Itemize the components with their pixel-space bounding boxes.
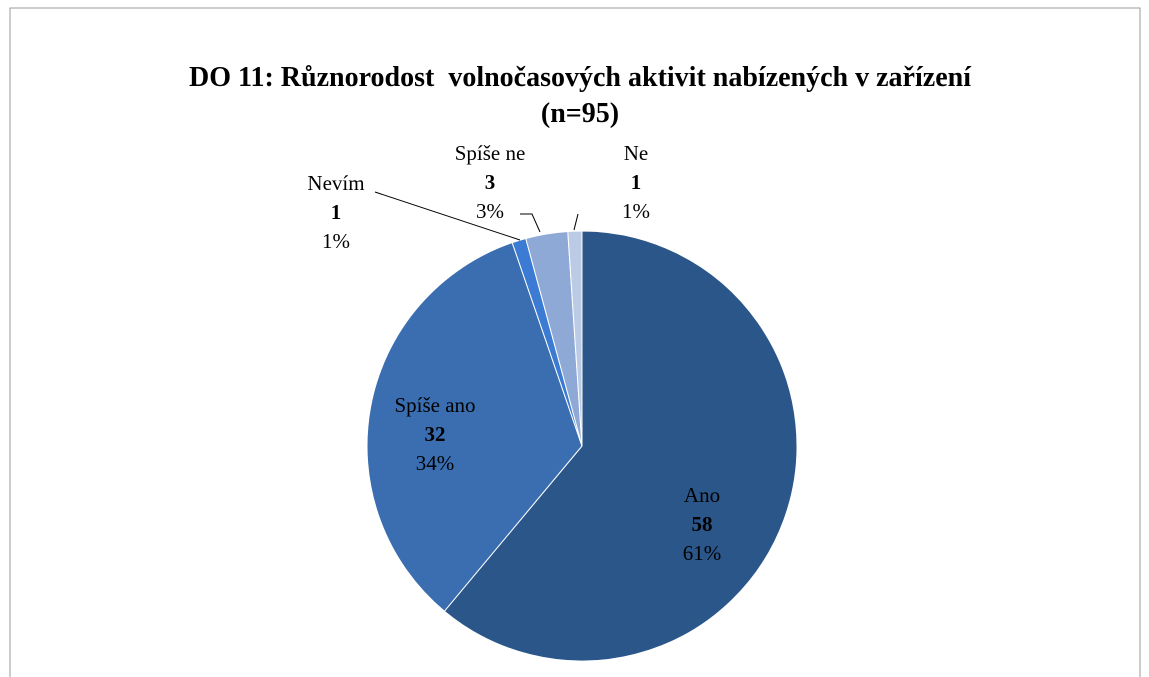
category-label: Spíše ne — [455, 141, 526, 165]
percent-label: 1% — [322, 229, 350, 253]
category-label: Spíše ano — [394, 393, 475, 417]
chart-frame — [9, 7, 1141, 677]
percent-label: 61% — [683, 541, 722, 565]
value-label: 1 — [631, 170, 642, 194]
category-label: Ano — [684, 483, 720, 507]
pie-slice — [567, 230, 583, 447]
value-label: 1 — [331, 200, 342, 224]
percent-label: 1% — [622, 199, 650, 223]
pie-slice — [443, 230, 798, 662]
percent-label: 34% — [416, 451, 455, 475]
leader-line — [374, 191, 521, 241]
labels: Ano 58 61% Spíše ano 32 34% Nevím 1 1% Spíše ne 3 3… — [307, 141, 721, 565]
value-label: 32 — [425, 422, 446, 446]
pie-slice — [366, 242, 583, 612]
percent-label: 3% — [476, 199, 504, 223]
leader-line — [520, 213, 541, 233]
pie — [366, 230, 798, 662]
category-label: Nevím — [307, 171, 364, 195]
value-label: 58 — [692, 512, 713, 536]
chart-title: DO 11: Různorodost volnočasových aktivit… — [189, 62, 985, 129]
leader-line — [573, 213, 579, 231]
value-label: 3 — [485, 170, 496, 194]
category-label: Ne — [624, 141, 649, 165]
